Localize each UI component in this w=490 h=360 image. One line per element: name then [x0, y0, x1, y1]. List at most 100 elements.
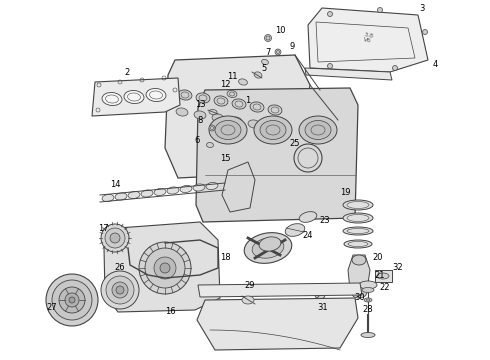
Ellipse shape	[254, 116, 292, 144]
Text: 17: 17	[98, 224, 108, 233]
Ellipse shape	[252, 238, 284, 258]
Ellipse shape	[106, 276, 134, 304]
Ellipse shape	[128, 192, 140, 199]
Text: 11: 11	[227, 72, 237, 81]
Ellipse shape	[343, 200, 373, 210]
Ellipse shape	[392, 66, 397, 71]
Text: 2: 2	[124, 68, 130, 77]
Text: 20: 20	[373, 253, 383, 262]
Ellipse shape	[239, 79, 247, 85]
Ellipse shape	[46, 274, 98, 326]
Ellipse shape	[260, 121, 286, 140]
Ellipse shape	[141, 190, 153, 197]
Ellipse shape	[139, 242, 191, 294]
Ellipse shape	[214, 96, 228, 106]
Ellipse shape	[102, 93, 122, 105]
Ellipse shape	[154, 188, 166, 195]
Ellipse shape	[101, 224, 129, 252]
Ellipse shape	[215, 121, 241, 140]
Text: 18: 18	[220, 253, 230, 262]
Ellipse shape	[52, 280, 92, 320]
Text: 10: 10	[275, 26, 285, 35]
Text: 25: 25	[290, 139, 300, 148]
Text: 6: 6	[195, 135, 200, 144]
Ellipse shape	[154, 257, 176, 279]
Ellipse shape	[65, 293, 79, 307]
Text: 3: 3	[419, 4, 425, 13]
Ellipse shape	[343, 227, 373, 235]
Ellipse shape	[285, 224, 305, 237]
Ellipse shape	[422, 30, 427, 35]
Polygon shape	[196, 88, 358, 222]
Ellipse shape	[352, 255, 366, 265]
Ellipse shape	[105, 228, 125, 248]
Ellipse shape	[248, 120, 260, 128]
Text: 19: 19	[340, 188, 350, 197]
Polygon shape	[198, 283, 362, 297]
Polygon shape	[308, 8, 428, 72]
Text: 3.8
V6: 3.8 V6	[362, 32, 374, 44]
Ellipse shape	[299, 116, 337, 144]
Ellipse shape	[345, 305, 354, 311]
Text: 16: 16	[165, 307, 175, 316]
Polygon shape	[104, 222, 220, 312]
Ellipse shape	[259, 237, 281, 251]
Text: 7: 7	[265, 48, 270, 57]
Ellipse shape	[178, 90, 192, 100]
Text: 5: 5	[261, 63, 267, 72]
Ellipse shape	[196, 93, 210, 103]
Ellipse shape	[315, 291, 325, 299]
Text: 23: 23	[319, 216, 330, 225]
Text: 28: 28	[363, 306, 373, 315]
Ellipse shape	[212, 114, 224, 122]
Text: 13: 13	[195, 99, 205, 108]
Ellipse shape	[124, 90, 144, 104]
Ellipse shape	[206, 183, 218, 190]
Ellipse shape	[180, 185, 192, 193]
Text: 22: 22	[380, 283, 390, 292]
Ellipse shape	[265, 35, 271, 41]
Ellipse shape	[101, 271, 139, 309]
Ellipse shape	[377, 273, 389, 279]
Ellipse shape	[116, 286, 124, 294]
Polygon shape	[348, 255, 370, 295]
Polygon shape	[197, 298, 358, 350]
Polygon shape	[305, 68, 392, 80]
Ellipse shape	[254, 72, 262, 78]
Ellipse shape	[362, 288, 374, 292]
Ellipse shape	[209, 125, 215, 131]
Ellipse shape	[299, 212, 317, 222]
Ellipse shape	[230, 117, 242, 125]
Ellipse shape	[266, 123, 278, 131]
Text: 26: 26	[115, 264, 125, 273]
Ellipse shape	[160, 263, 170, 273]
Ellipse shape	[268, 105, 282, 115]
Ellipse shape	[194, 111, 206, 119]
Ellipse shape	[193, 184, 205, 191]
Text: 27: 27	[47, 303, 57, 312]
Ellipse shape	[364, 298, 372, 302]
Ellipse shape	[146, 89, 166, 102]
Ellipse shape	[244, 233, 292, 264]
Ellipse shape	[377, 8, 383, 13]
Ellipse shape	[115, 193, 127, 200]
Ellipse shape	[327, 12, 333, 17]
Text: 32: 32	[392, 264, 403, 273]
Ellipse shape	[69, 297, 75, 303]
Ellipse shape	[359, 281, 377, 289]
Ellipse shape	[275, 49, 281, 55]
Ellipse shape	[327, 63, 333, 68]
Ellipse shape	[176, 108, 188, 116]
Text: 9: 9	[290, 41, 294, 50]
Text: 1: 1	[245, 95, 250, 104]
Ellipse shape	[209, 109, 217, 114]
Ellipse shape	[112, 282, 128, 298]
Polygon shape	[165, 55, 310, 178]
Ellipse shape	[343, 213, 373, 223]
Text: 21: 21	[375, 270, 385, 279]
Ellipse shape	[262, 59, 269, 65]
Text: 30: 30	[355, 293, 366, 302]
Ellipse shape	[227, 90, 237, 98]
Ellipse shape	[305, 121, 331, 140]
Polygon shape	[375, 270, 392, 282]
